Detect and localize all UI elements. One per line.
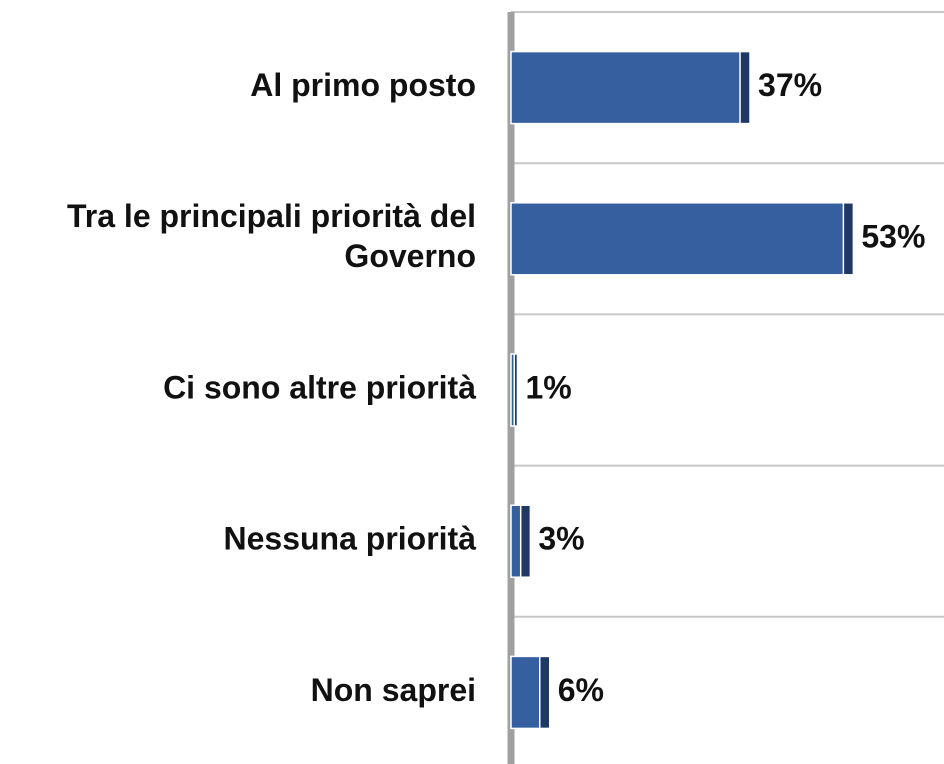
bar-cap xyxy=(842,202,855,276)
category-label: Al primo posto xyxy=(250,67,476,103)
value-label: 6% xyxy=(558,672,604,708)
category-label-line: Governo xyxy=(344,238,476,274)
bar-cap xyxy=(519,504,532,578)
category-label: Ci sono altre priorità xyxy=(163,369,476,405)
value-label: 3% xyxy=(538,521,584,557)
bar xyxy=(510,202,855,276)
value-label: 37% xyxy=(758,67,822,103)
bar-cap xyxy=(513,353,519,427)
bar-cap xyxy=(539,655,551,730)
category-label: Tra le principali priorità del Governo xyxy=(67,198,476,274)
value-label: 53% xyxy=(861,218,925,254)
category-label-line: Tra le principali priorità del xyxy=(67,198,476,234)
bar-cap xyxy=(739,50,751,125)
category-label: Non saprei xyxy=(311,672,476,708)
value-label: 1% xyxy=(525,369,571,405)
category-label: Nessuna priorità xyxy=(223,521,476,557)
bar xyxy=(510,50,751,125)
